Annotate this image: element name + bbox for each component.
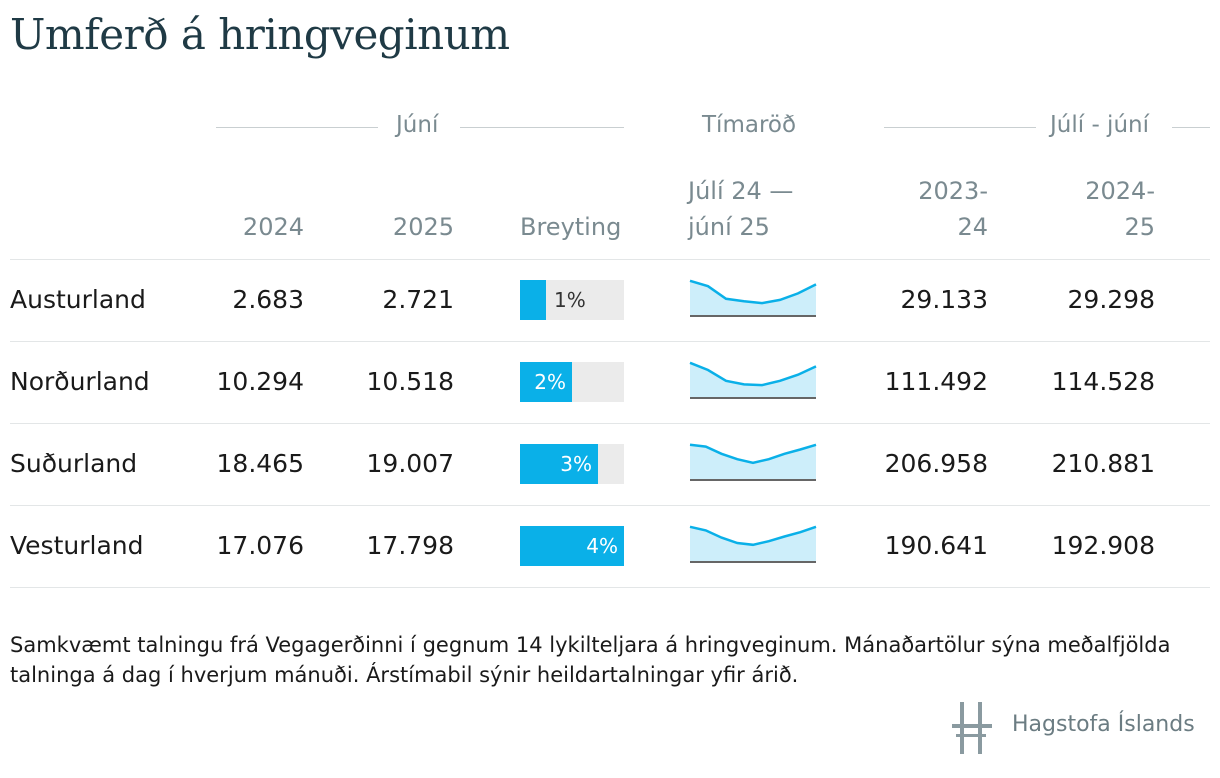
cell-june-2025: 10.518	[366, 367, 454, 396]
cell-june-2024: 18.465	[216, 449, 304, 478]
change-bar-label: 4%	[586, 534, 618, 558]
footnote: Samkvæmt talningu frá Vegagerðinni í geg…	[10, 633, 1171, 687]
row-region-label: Suðurland	[10, 449, 138, 478]
year-group-label: Júlí - júní	[1050, 112, 1149, 138]
sparkline-area	[690, 362, 816, 397]
brand-block: Hagstofa Íslands	[950, 700, 1210, 756]
cell-fy-2024-25: 29.298	[1067, 285, 1155, 314]
change-bar-track: 3%	[520, 444, 624, 484]
year-group-rule-left	[884, 127, 1036, 128]
cell-fy-2023-24: 29.133	[900, 285, 988, 314]
sparkline-area	[690, 526, 816, 561]
cell-fy-2024-25: 210.881	[1051, 449, 1155, 478]
cell-june-2024: 10.294	[216, 367, 304, 396]
brand-name: Hagstofa Íslands	[1012, 712, 1195, 737]
col-header-series: Júlí 24 — júní 25	[688, 176, 793, 242]
col-header-series-line1: Júlí 24 —	[688, 177, 794, 205]
cell-june-2024: 17.076	[216, 531, 304, 560]
col-header-fy2: 2024- 25	[1055, 176, 1155, 242]
june-group-rule-right	[460, 127, 624, 128]
cell-fy-2024-25: 114.528	[1051, 367, 1155, 396]
change-bar-track: 4%	[520, 526, 624, 566]
row-divider	[10, 259, 1210, 260]
june-group-label: Júní	[396, 112, 439, 138]
cell-fy-2023-24: 111.492	[884, 367, 988, 396]
col-header-fy2-line1: 2024-	[1085, 177, 1155, 205]
col-header-2025: 2025	[392, 213, 454, 241]
change-bar-fill	[520, 444, 598, 484]
change-bar-label: 3%	[560, 452, 592, 476]
cell-june-2025: 19.007	[366, 449, 454, 478]
col-header-fy1: 2023- 24	[888, 176, 988, 242]
trend-sparkline	[689, 279, 817, 317]
row-divider	[10, 505, 1210, 506]
col-header-2024: 2024	[242, 213, 304, 241]
col-header-fy1-line2: 24	[957, 213, 988, 241]
change-bar-fill	[520, 526, 624, 566]
year-group-rule-right	[1172, 127, 1210, 128]
col-header-fy2-line2: 25	[1124, 213, 1155, 241]
june-group-rule-left	[216, 127, 378, 128]
row-divider	[10, 587, 1210, 588]
row-region-label: Austurland	[10, 285, 146, 314]
sparkline-area	[690, 444, 816, 479]
change-bar-track: 1%	[520, 280, 624, 320]
row-divider	[10, 423, 1210, 424]
change-bar-fill	[520, 280, 546, 320]
cell-fy-2023-24: 190.641	[884, 531, 988, 560]
cell-june-2024: 2.683	[232, 285, 304, 314]
change-bar-label: 1%	[554, 288, 586, 312]
col-header-change: Breyting	[520, 213, 622, 241]
sparkline-line	[689, 279, 817, 305]
cell-fy-2024-25: 192.908	[1051, 531, 1155, 560]
trend-sparkline	[689, 525, 817, 563]
change-bar-label: 2%	[534, 370, 566, 394]
col-header-fy1-line1: 2023-	[918, 177, 988, 205]
trend-sparkline	[689, 443, 817, 481]
row-region-label: Norðurland	[10, 367, 150, 396]
cell-fy-2023-24: 206.958	[884, 449, 988, 478]
col-header-series-line2: júní 25	[688, 213, 770, 241]
sparkline-area	[690, 280, 816, 315]
sparkline-line	[689, 443, 817, 465]
hagstofa-logo-icon	[952, 702, 992, 754]
cell-june-2025: 17.798	[366, 531, 454, 560]
chart-title: Umferð á hringveginum	[10, 10, 510, 59]
change-bar-track: 2%	[520, 362, 624, 402]
sparkline-line	[689, 361, 817, 387]
trend-sparkline	[689, 361, 817, 399]
row-divider	[10, 341, 1210, 342]
series-group-label: Tímaröð	[702, 112, 797, 138]
row-region-label: Vesturland	[10, 531, 144, 560]
sparkline-line	[689, 525, 817, 547]
cell-june-2025: 2.721	[382, 285, 454, 314]
change-bar-fill	[520, 362, 572, 402]
